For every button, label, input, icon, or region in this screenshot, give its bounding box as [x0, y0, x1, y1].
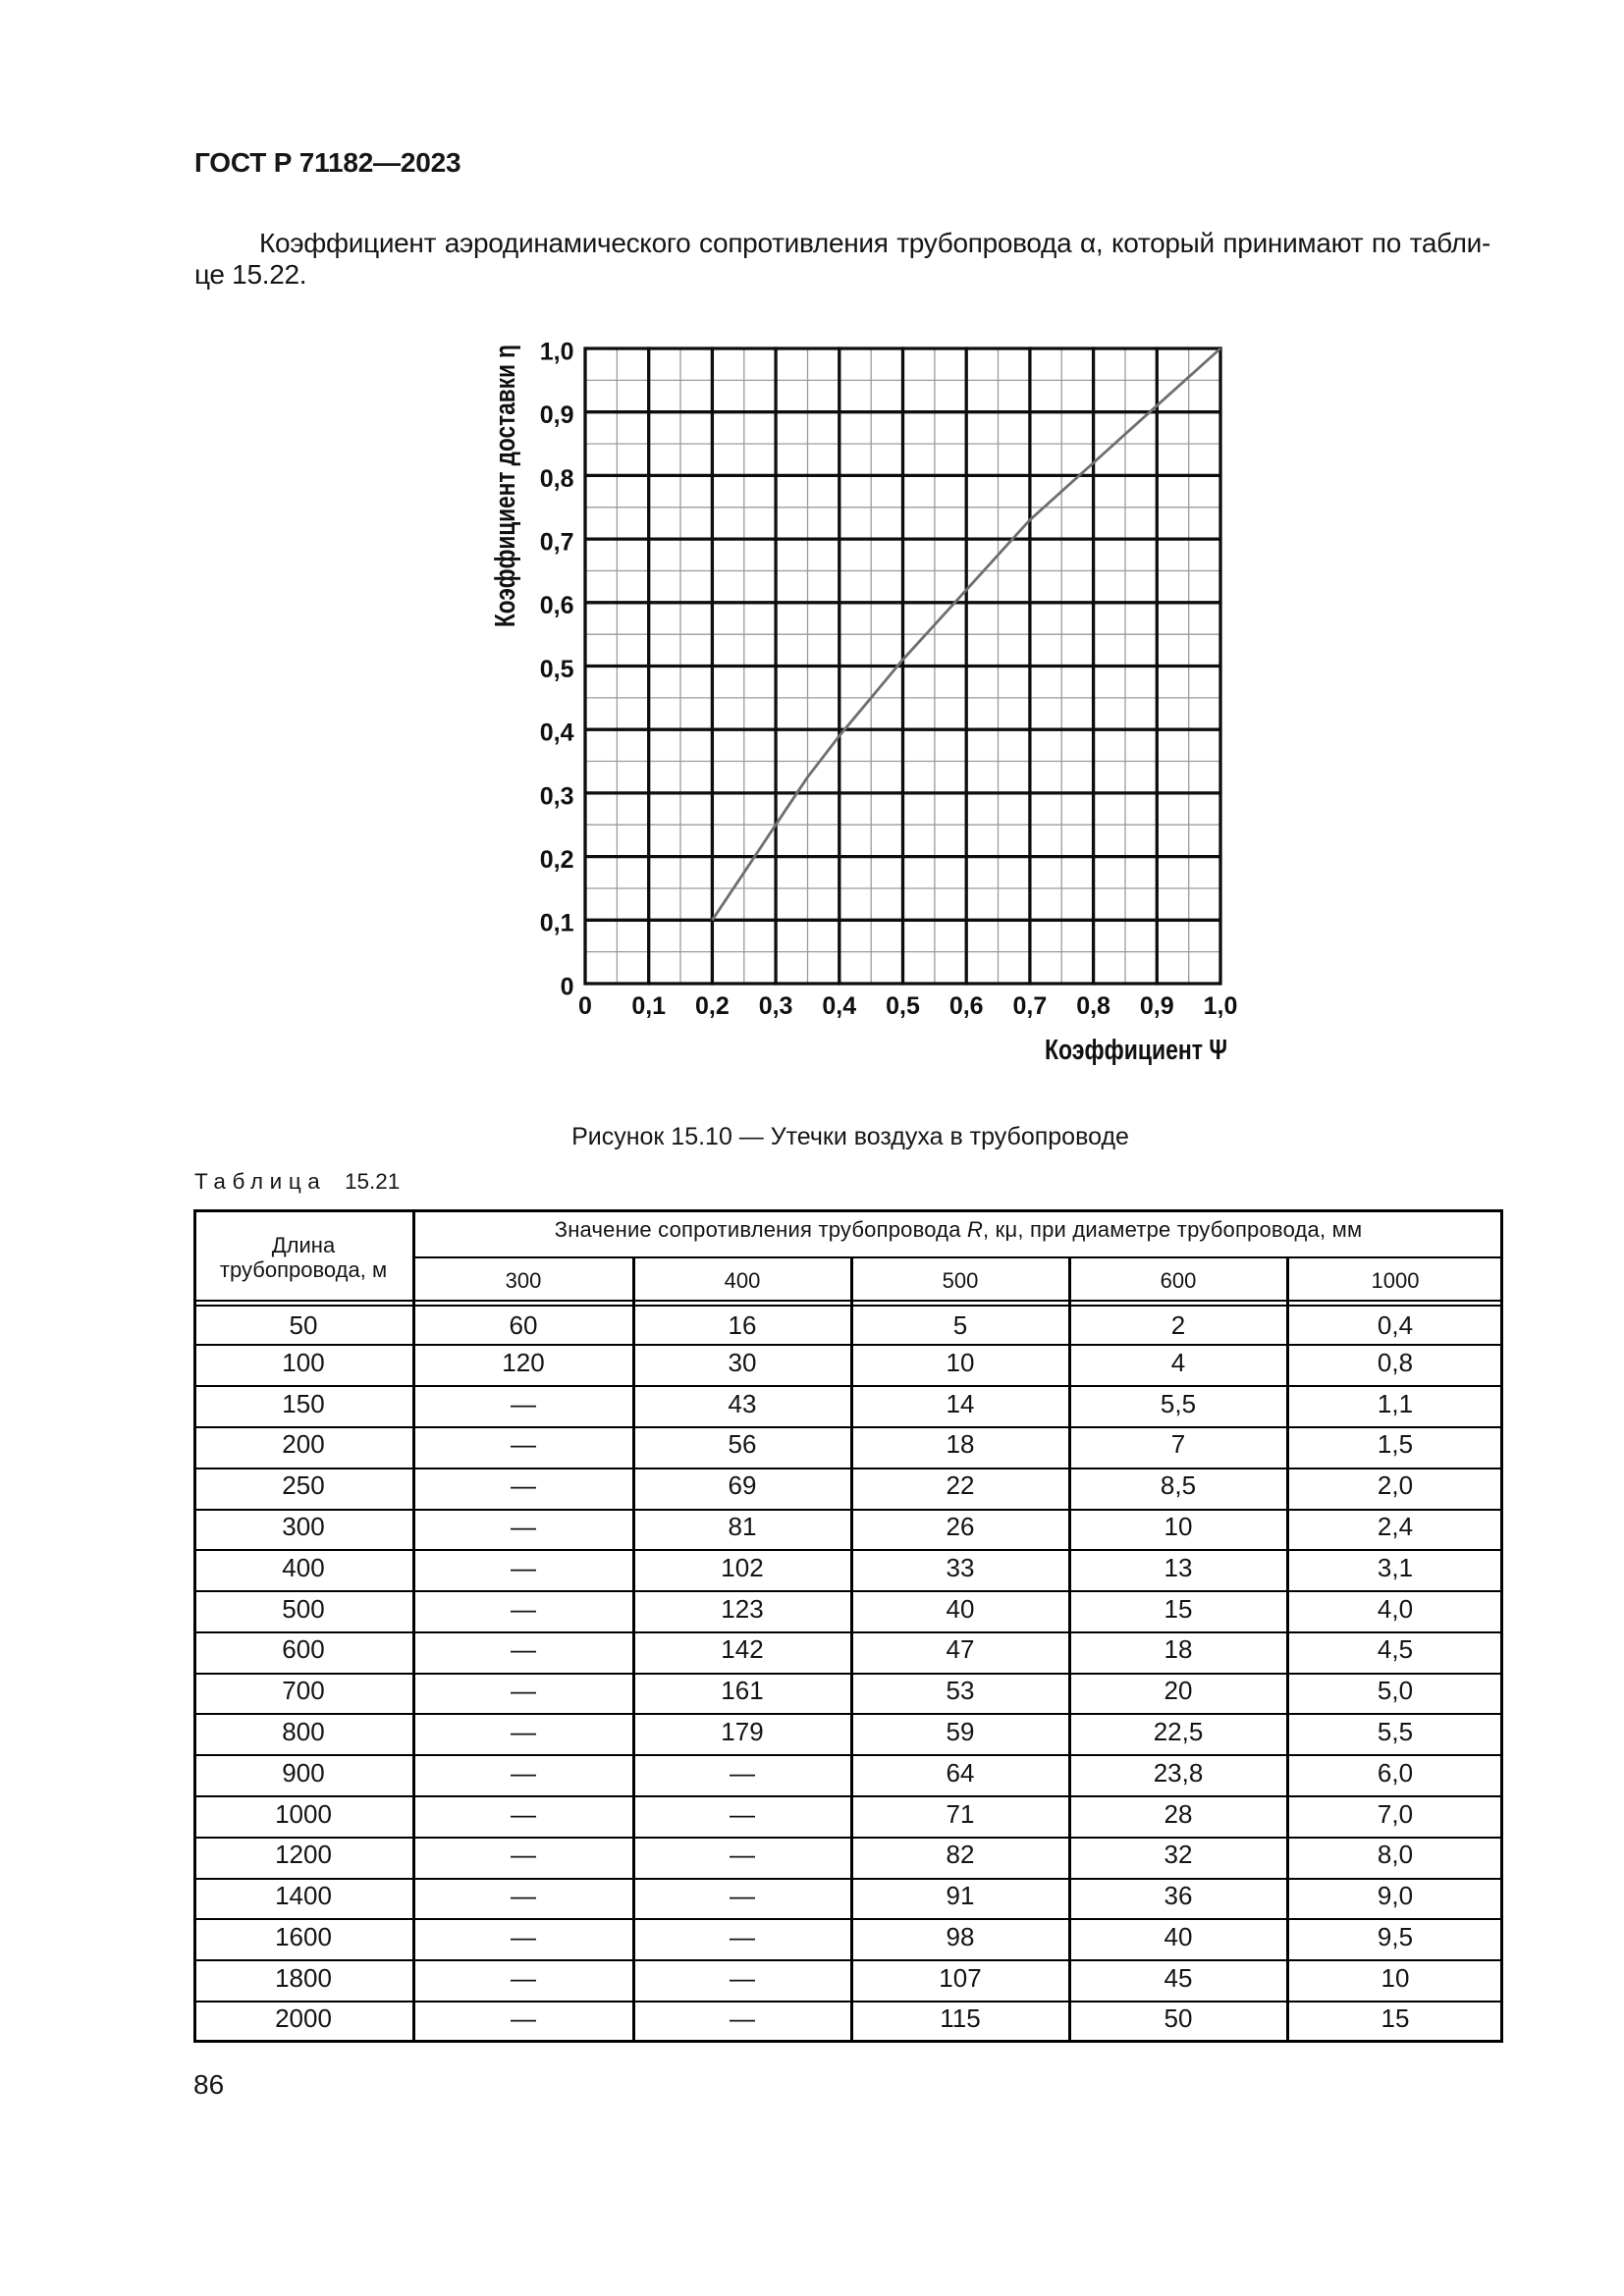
- svg-text:0,8: 0,8: [540, 465, 574, 493]
- svg-text:0,1: 0,1: [540, 910, 574, 937]
- svg-text:0: 0: [578, 992, 592, 1020]
- svg-text:0,3: 0,3: [759, 992, 793, 1020]
- svg-text:0,7: 0,7: [540, 529, 574, 557]
- svg-text:0,2: 0,2: [695, 992, 730, 1020]
- svg-text:0,4: 0,4: [540, 720, 574, 747]
- svg-text:0,1: 0,1: [631, 992, 666, 1020]
- svg-text:0,9: 0,9: [540, 401, 574, 429]
- svg-text:0,2: 0,2: [540, 846, 574, 874]
- svg-text:0,3: 0,3: [540, 782, 574, 810]
- svg-text:0: 0: [561, 973, 574, 1000]
- svg-text:0,5: 0,5: [886, 992, 920, 1020]
- svg-text:0,8: 0,8: [1076, 992, 1110, 1020]
- svg-text:0,9: 0,9: [1140, 992, 1174, 1020]
- svg-text:0,4: 0,4: [822, 992, 856, 1020]
- svg-text:0,6: 0,6: [540, 592, 574, 619]
- svg-text:Коэффициент доставки η: Коэффициент доставки η: [490, 345, 521, 627]
- svg-text:0,5: 0,5: [540, 656, 574, 683]
- svg-text:0,7: 0,7: [1013, 992, 1048, 1020]
- svg-text:1,0: 1,0: [540, 338, 574, 365]
- svg-text:1,0: 1,0: [1204, 992, 1238, 1020]
- svg-text:Коэффициент Ψ: Коэффициент Ψ: [1045, 1035, 1227, 1066]
- svg-text:0,6: 0,6: [949, 992, 984, 1020]
